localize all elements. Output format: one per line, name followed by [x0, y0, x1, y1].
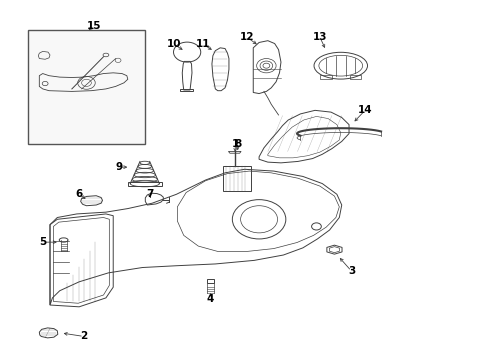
Text: 11: 11	[196, 39, 210, 49]
Text: 6: 6	[76, 189, 82, 199]
Text: 1: 1	[231, 139, 239, 149]
Text: 7: 7	[146, 189, 153, 199]
Text: 10: 10	[166, 39, 181, 49]
Text: 9: 9	[115, 162, 122, 172]
Text: 8: 8	[234, 139, 241, 149]
Bar	[206, 279, 214, 283]
Bar	[320, 75, 331, 79]
Text: 2: 2	[80, 332, 87, 342]
Bar	[222, 166, 250, 192]
Bar	[28, 30, 144, 144]
Text: 13: 13	[312, 32, 326, 42]
Bar	[349, 75, 361, 79]
Text: 4: 4	[206, 294, 214, 303]
Text: 12: 12	[239, 32, 254, 42]
Text: 5: 5	[40, 237, 47, 247]
Bar	[127, 182, 162, 186]
Text: 3: 3	[347, 266, 354, 276]
Text: 14: 14	[357, 105, 372, 115]
Text: 15: 15	[86, 21, 101, 31]
